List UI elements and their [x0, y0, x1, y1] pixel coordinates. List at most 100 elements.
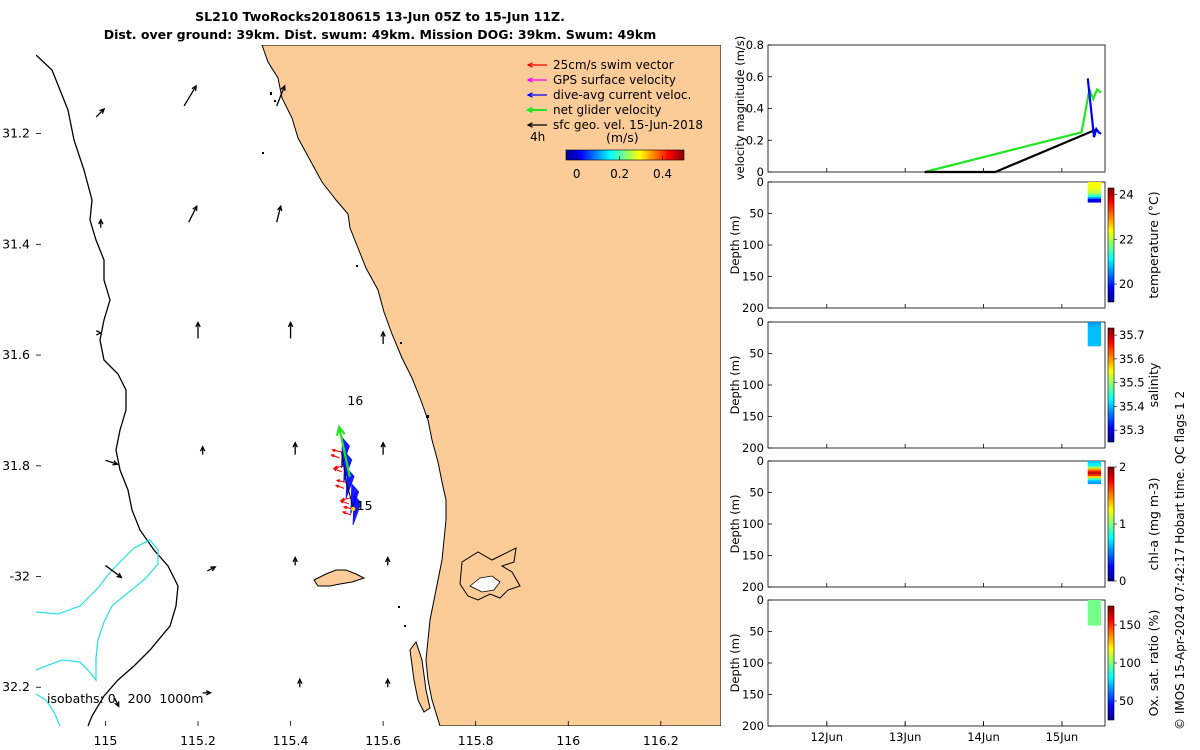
section-data-cell	[1087, 616, 1102, 620]
section-cb-tick-label: 35.4	[1119, 399, 1145, 413]
section-cb-tick-label: 0	[1119, 574, 1126, 588]
geo-velocity-arrow	[380, 330, 386, 344]
geo-velocity-arrow	[96, 330, 103, 336]
swim-vector-shaft	[331, 454, 340, 459]
geo-velocity-arrow-shaft	[95, 108, 105, 118]
map-y-tick-label: -32	[10, 569, 30, 584]
legend-arrow	[526, 122, 547, 128]
section-y-tick-label: 0	[757, 315, 764, 329]
geo-velocity-arrow-head	[199, 445, 206, 452]
map-y-tick-label: 31.6	[2, 347, 30, 362]
map-x-tick-label: 115.8	[458, 733, 494, 748]
map-y-tick-label: 31.4	[2, 236, 30, 251]
geo-velocity-arrow-head	[292, 441, 298, 448]
section-cb-tick-label: 35.6	[1119, 352, 1145, 366]
garden-island	[409, 640, 431, 713]
section-data-cell	[1087, 339, 1102, 343]
section-data-cell	[1087, 479, 1102, 483]
section-cb-tick-label: 1	[1119, 517, 1126, 531]
section-y-tick-label: 150	[742, 270, 764, 284]
section-y-tick-label: 200	[742, 441, 764, 455]
section-colorbar	[1107, 187, 1115, 303]
map-y-tick-label: 31.8	[2, 458, 30, 473]
geo-velocity-arrow	[287, 320, 294, 339]
section-cb-tick-label: 35.7	[1119, 328, 1145, 342]
section-y-tick-label: 50	[749, 625, 764, 639]
geo-velocity-arrow	[188, 204, 198, 223]
swim-vector-head	[335, 479, 341, 483]
map-y-ticks: 31.2 31.4 31.6 31.8 -32 32.2	[2, 126, 41, 694]
section-data-cell	[1087, 329, 1102, 333]
geo-velocity-arrow-head	[98, 218, 104, 225]
legend-colorbar-ticks: 0 0.2 0.4	[573, 156, 672, 181]
velocity-ylabel: velocity magnitude (m/s)	[733, 36, 747, 181]
section-ylabel: Depth (m)	[728, 634, 742, 693]
section-data-cell	[1087, 182, 1102, 185]
section-data-cell	[1087, 343, 1102, 347]
section-cb-tick-label: 50	[1119, 694, 1134, 708]
swim-vector	[339, 500, 349, 505]
section-data-cell	[1087, 621, 1102, 624]
map-panel: 115 115.2 115.4 115.6 115.8 116 116.2 31.2 31.4…	[2, 45, 721, 748]
section-data-cell	[1087, 325, 1102, 329]
isobath-1000	[36, 539, 159, 682]
geo-velocity-arrow	[98, 218, 104, 228]
geo-velocity-arrow-head	[191, 84, 197, 91]
swim-vector	[341, 511, 352, 516]
isobaths-label: isobaths: 0 200 1000m	[47, 691, 203, 706]
section-data-cell	[1087, 193, 1102, 196]
section-y-tick-label: 150	[742, 410, 764, 424]
section-data-cell	[1087, 341, 1102, 345]
isobath-1000-lower	[36, 693, 61, 726]
section-y-tick-label: 0	[757, 454, 764, 468]
swim-vector-head	[342, 505, 348, 510]
geo-velocity-arrow-head	[280, 84, 286, 91]
glider-track	[330, 424, 362, 526]
section-y-tick-label: 150	[742, 688, 764, 702]
geo-velocity-arrow	[114, 698, 120, 708]
section-data-cell	[1087, 606, 1102, 609]
legend-item-label: net glider velocity	[553, 103, 661, 117]
section-cb-tick-label: 24	[1119, 188, 1134, 202]
section-data-cell	[1087, 188, 1102, 191]
copyright-text: © IMOS 15-Apr-2024 07:42:17 Hobart time.…	[1173, 390, 1187, 730]
estuary-water	[469, 575, 501, 593]
geo-velocity-arrow	[199, 445, 206, 455]
swim-vector-head	[330, 454, 335, 458]
section-data-cell	[1087, 183, 1102, 186]
geo-velocity-arrow	[195, 320, 201, 339]
geo-velocity-vectors	[95, 84, 391, 708]
section-data-cell	[1087, 604, 1102, 607]
section-cb-tick-label: 150	[1119, 618, 1141, 632]
map-x-tick-label: 115	[93, 733, 117, 748]
section-data-cell	[1087, 198, 1102, 201]
legend-arrow-head	[526, 122, 533, 128]
section-cb-tick-label: 35.3	[1119, 423, 1145, 437]
legend-item-label: 25cm/s swim vector	[553, 58, 674, 72]
swim-vector	[334, 484, 345, 489]
map-x-tick-label: 115.4	[273, 733, 309, 748]
title-line-1: SL210 TwoRocks20180615 13-Jun 05Z to 15-…	[195, 9, 565, 24]
section-cb-tick-label: 2	[1119, 460, 1126, 474]
geo-velocity-arrow-head	[114, 701, 120, 708]
section-panel-3: 0 50 100 150 200 Depth (m) 50 100 150 Ox. sat. ra…	[728, 593, 1161, 733]
swim-vector-shaft	[336, 479, 347, 483]
geo-velocity-arrow	[380, 441, 386, 455]
geo-velocity-arrow-shaft	[188, 205, 198, 223]
legend-item-label: sfc geo. vel. 15-Jun-2018	[553, 118, 703, 132]
section-data-cell	[1087, 476, 1102, 479]
map-y-tick-label: 32.2	[2, 679, 30, 694]
legend-interval-label: 4h	[530, 130, 545, 144]
section-y-tick-label: 0	[757, 593, 764, 607]
legend-arrow	[526, 77, 547, 83]
swim-vector-head	[334, 484, 340, 488]
swim-vector-head	[339, 500, 344, 504]
geo-velocity-arrow	[292, 441, 298, 455]
swim-vector	[335, 479, 347, 483]
legend-cb-tick-label: 0	[573, 167, 581, 181]
legend-item-label: GPS surface velocity	[553, 73, 676, 87]
section-y-tick-label: 100	[742, 238, 764, 252]
section-y-tick-label: 200	[742, 719, 764, 733]
